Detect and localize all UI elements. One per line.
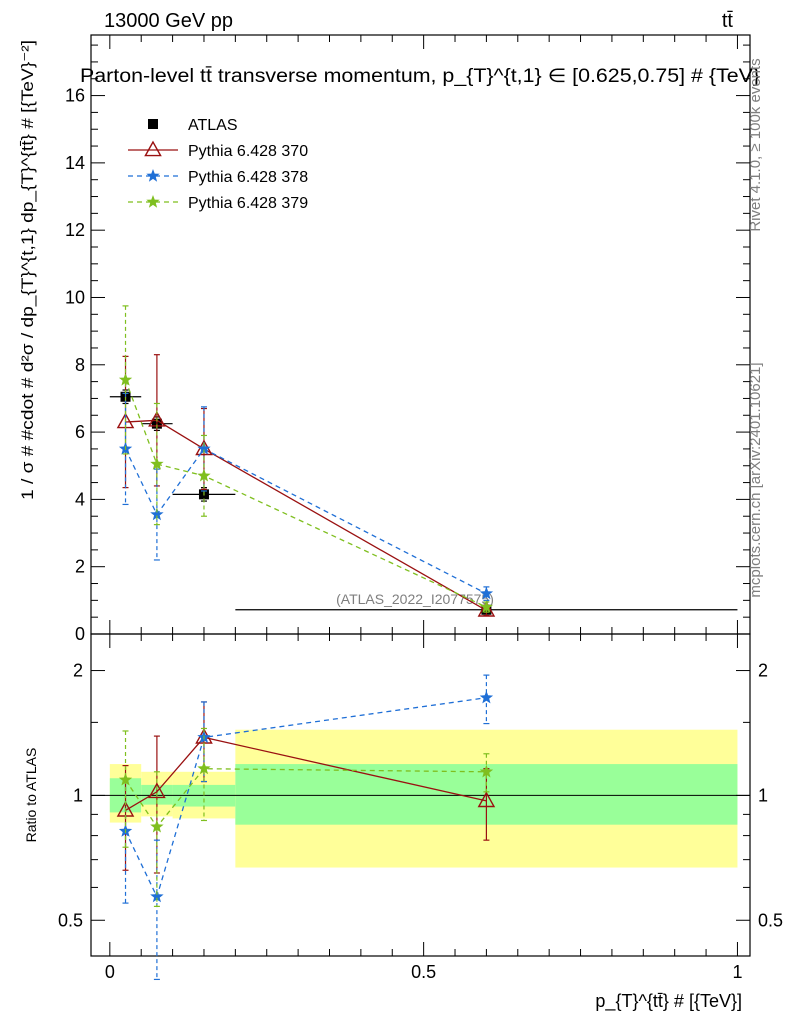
data-point bbox=[150, 819, 164, 833]
main-series bbox=[109, 305, 738, 617]
series-line bbox=[124, 697, 487, 899]
data-point bbox=[197, 441, 211, 455]
legend-label: Pythia 6.428 378 bbox=[188, 169, 308, 186]
series-line bbox=[125, 736, 487, 811]
energy-label: 13000 GeV pp bbox=[104, 10, 233, 32]
main-ytick-label: 10 bbox=[65, 287, 85, 307]
ratio-ytick-label-right: 2 bbox=[758, 661, 768, 681]
xtick-label: 0 bbox=[105, 962, 115, 982]
xtick-label: 1 bbox=[732, 962, 742, 982]
ratio-ytick-label-left: 1 bbox=[73, 785, 83, 805]
main-ytick-label: 6 bbox=[75, 422, 85, 442]
plot-title: Parton-level tt̄ transverse momentum, p_… bbox=[80, 66, 760, 87]
series-line bbox=[124, 768, 487, 828]
ratio-ytick-label-right: 0.5 bbox=[758, 910, 783, 930]
main-y-axis-title: 1 / σ # #cdot # d²σ / dp_{T}^{t,1} dp_{T… bbox=[18, 40, 37, 500]
data-point bbox=[150, 457, 164, 470]
data-point bbox=[479, 690, 494, 704]
main-ytick-label: 4 bbox=[75, 489, 85, 509]
x-axis-title: p_{T}^{tt̄} # [{TeV}] bbox=[595, 991, 742, 1012]
data-point bbox=[118, 772, 133, 786]
legend-marker bbox=[148, 119, 158, 129]
legend-marker bbox=[146, 169, 160, 182]
data-point bbox=[479, 764, 494, 778]
ratio-y-axis-title: Ratio to ATLAS bbox=[23, 748, 39, 843]
legend-label: Pythia 6.428 370 bbox=[188, 143, 308, 160]
series-line bbox=[124, 448, 487, 595]
data-point bbox=[197, 468, 211, 482]
process-label: tt̄ bbox=[722, 10, 734, 32]
analysis-watermark: (ATLAS_2022_I2077575) bbox=[336, 591, 494, 607]
main-ytick-label: 2 bbox=[75, 557, 85, 577]
main-ytick-label: 8 bbox=[75, 355, 85, 375]
legend-label: ATLAS bbox=[188, 117, 238, 134]
data-point bbox=[197, 761, 211, 775]
mcplots-label: mcplots.cern.ch [arXiv:2401.10621] bbox=[747, 362, 764, 597]
main-ytick-label: 12 bbox=[65, 220, 85, 240]
legend: ATLAS Pythia 6.428 370 Pythia 6.428 378 Pyt… bbox=[128, 117, 308, 212]
data-point bbox=[150, 507, 164, 521]
legend-marker bbox=[146, 195, 160, 208]
rivet-label: Rivet 4.1.0, ≥ 100k events bbox=[747, 58, 764, 231]
ratio-ytick-label-left: 2 bbox=[73, 661, 83, 681]
xtick-label: 0.5 bbox=[411, 962, 436, 982]
ratio-series bbox=[116, 674, 496, 981]
data-point bbox=[479, 600, 494, 613]
data-point bbox=[477, 791, 496, 808]
data-point bbox=[479, 586, 494, 600]
legend-label: Pythia 6.428 379 bbox=[188, 195, 308, 212]
main-ytick-label: 14 bbox=[65, 153, 85, 173]
data-point bbox=[477, 600, 496, 617]
data-point bbox=[118, 372, 133, 386]
uncertainty-bands bbox=[91, 729, 750, 868]
ratio-ytick-label-right: 1 bbox=[758, 785, 768, 805]
main-ytick-label: 16 bbox=[65, 86, 85, 106]
series-line bbox=[124, 379, 487, 608]
legend-marker bbox=[144, 140, 162, 157]
data-point bbox=[148, 782, 166, 799]
data-point bbox=[150, 889, 164, 903]
main-ytick-label: 0 bbox=[75, 624, 85, 644]
series-line bbox=[125, 419, 487, 611]
ratio-ytick-label-left: 0.5 bbox=[58, 910, 83, 930]
